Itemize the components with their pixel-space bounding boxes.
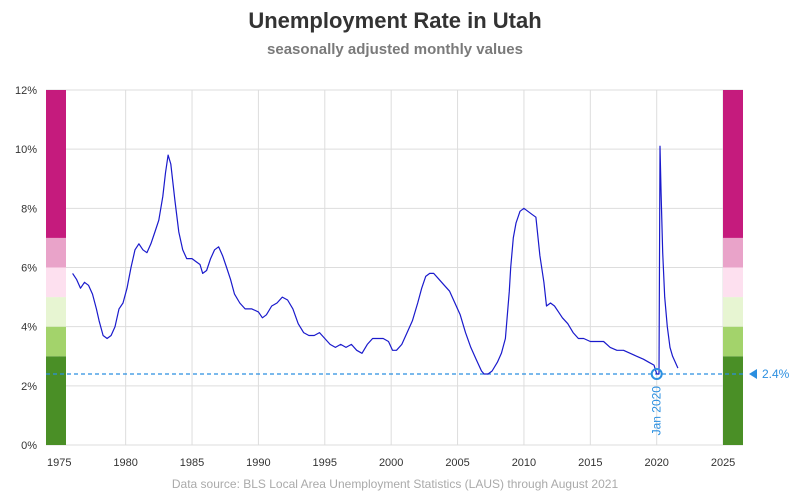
y-tick-label: 10% xyxy=(15,144,37,156)
data-source-note: Data source: BLS Local Area Unemployment… xyxy=(171,477,619,491)
right-band-segment xyxy=(723,326,743,357)
left-band-segment xyxy=(46,356,66,445)
x-tick-label: 2010 xyxy=(512,457,536,469)
reference-value-label: 2.4% xyxy=(762,367,790,381)
x-tick-label: 2005 xyxy=(445,457,469,469)
y-tick-label: 12% xyxy=(15,85,37,97)
left-band-segment xyxy=(46,326,66,357)
right-band-segment xyxy=(723,267,743,298)
y-tick-label: 4% xyxy=(21,322,37,334)
x-tick-label: 1985 xyxy=(180,457,204,469)
x-tick-label: 2020 xyxy=(644,457,668,469)
left-band-segment xyxy=(46,237,66,268)
chart-subtitle: seasonally adjusted monthly values xyxy=(267,41,523,58)
y-tick-label: 6% xyxy=(21,263,37,275)
x-tick-label: 2000 xyxy=(379,457,403,469)
right-band-segment xyxy=(723,237,743,268)
unemployment-rate-line xyxy=(72,145,679,375)
jan-2020-label: Jan 2020 xyxy=(650,386,664,436)
y-tick-label: 0% xyxy=(21,440,37,452)
y-tick-label: 2% xyxy=(21,381,37,393)
chart-title: Unemployment Rate in Utah xyxy=(248,8,542,33)
right-band-segment xyxy=(723,356,743,445)
x-tick-label: 1980 xyxy=(113,457,137,469)
x-tick-label: 1990 xyxy=(246,457,270,469)
y-tick-label: 8% xyxy=(21,203,37,215)
right-band-segment xyxy=(723,90,743,238)
reference-arrow xyxy=(749,369,757,379)
left-band-segment xyxy=(46,90,66,238)
x-tick-label: 2015 xyxy=(578,457,602,469)
left-band-segment xyxy=(46,267,66,298)
left-band-segment xyxy=(46,297,66,327)
x-tick-label: 2025 xyxy=(711,457,735,469)
right-band-segment xyxy=(723,297,743,327)
jan-2020-marker xyxy=(650,368,663,380)
x-tick-label: 1975 xyxy=(47,457,71,469)
x-tick-label: 1995 xyxy=(313,457,337,469)
